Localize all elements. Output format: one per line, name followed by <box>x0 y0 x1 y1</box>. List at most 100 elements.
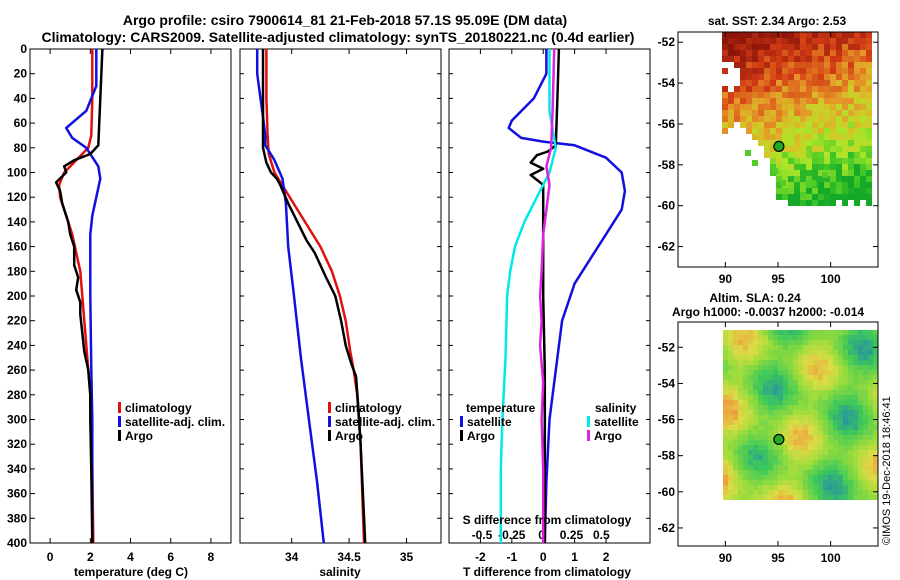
sst-cell <box>836 92 842 98</box>
sla-cell <box>783 355 788 360</box>
sla-cell <box>848 360 853 365</box>
sst-cell <box>830 134 836 140</box>
sla-cell <box>748 350 753 355</box>
sla-cell <box>778 340 783 345</box>
sst-cell <box>830 200 836 206</box>
sst-cell <box>806 152 812 158</box>
sst-cell <box>800 92 806 98</box>
sla-cell <box>723 400 728 405</box>
sla-cell <box>723 475 728 480</box>
sla-cell <box>768 445 773 450</box>
sst-cell <box>788 128 794 134</box>
sst-cell <box>824 188 830 194</box>
sla-cell <box>753 470 758 475</box>
sla-cell <box>783 455 788 460</box>
sla-cell <box>843 495 848 500</box>
sla-cell <box>723 345 728 350</box>
sla-cell <box>748 415 753 420</box>
sla-cell <box>823 375 828 380</box>
sst-cell <box>764 152 770 158</box>
sla-cell <box>828 385 833 390</box>
sst-cell <box>770 146 776 152</box>
sla-cell <box>778 480 783 485</box>
legend-marker-climatology <box>328 402 331 413</box>
sla-cell <box>743 440 748 445</box>
sla-cell <box>853 345 858 350</box>
sla-cell <box>743 460 748 465</box>
x-tick-label: 8 <box>208 550 215 564</box>
sst-cell <box>734 62 740 68</box>
sla-cell <box>723 355 728 360</box>
sst-map-panel: sat. SST: 2.34 Argo: 2.53 90 95 100-52-54-… <box>658 14 879 286</box>
sla-cell <box>758 360 763 365</box>
sla-cell <box>778 360 783 365</box>
sst-cell <box>806 38 812 44</box>
sla-cell <box>748 475 753 480</box>
sla-cell <box>738 495 743 500</box>
sla-cell <box>793 340 798 345</box>
sla-cell <box>758 490 763 495</box>
sla-cell <box>853 435 858 440</box>
sla-cell <box>838 405 843 410</box>
sst-cell <box>806 158 812 164</box>
sla-cell <box>848 380 853 385</box>
sla-cell <box>858 460 863 465</box>
sla-cell <box>733 490 738 495</box>
sla-cell <box>773 420 778 425</box>
sla-cell <box>808 470 813 475</box>
sla-cell <box>873 455 878 460</box>
sst-cell <box>842 128 848 134</box>
sla-cell <box>868 400 873 405</box>
sst-cell <box>728 110 734 116</box>
sla-cell <box>763 445 768 450</box>
sla-cell <box>728 420 733 425</box>
sst-cell <box>776 92 782 98</box>
sst-cell <box>806 56 812 62</box>
sst-cell <box>782 122 788 128</box>
sla-cell <box>823 440 828 445</box>
sla-cell <box>838 490 843 495</box>
sst-cell <box>830 152 836 158</box>
sla-cell <box>868 450 873 455</box>
sst-cell <box>830 182 836 188</box>
map-lat-tick-label: -54 <box>658 376 676 390</box>
sst-cell <box>734 44 740 50</box>
sst-cell <box>836 176 842 182</box>
sst-cell <box>842 44 848 50</box>
sla-cell <box>818 465 823 470</box>
sst-cell <box>800 86 806 92</box>
sst-cell <box>752 116 758 122</box>
sst-cell <box>866 158 872 164</box>
sla-cell <box>773 345 778 350</box>
sla-cell <box>773 415 778 420</box>
sla-cell <box>763 475 768 480</box>
sla-cell <box>818 335 823 340</box>
sla-cell <box>758 495 763 500</box>
salinity-x-axis: 34 34.5 35 <box>240 48 441 564</box>
sst-cell <box>818 110 824 116</box>
sst-cell <box>800 110 806 116</box>
sla-cell <box>828 475 833 480</box>
sst-cell <box>860 134 866 140</box>
sst-cell <box>800 44 806 50</box>
sst-cell <box>860 164 866 170</box>
sst-cell <box>776 194 782 200</box>
sla-cell <box>858 335 863 340</box>
sla-cell <box>753 375 758 380</box>
sla-cell <box>793 415 798 420</box>
sla-cell <box>858 405 863 410</box>
sst-cell <box>842 146 848 152</box>
sla-cell <box>753 435 758 440</box>
sst-cell <box>722 104 728 110</box>
sla-cell <box>843 440 848 445</box>
sst-cell <box>860 80 866 86</box>
sla-cell <box>823 390 828 395</box>
sla-cell <box>743 370 748 375</box>
sst-cell <box>830 116 836 122</box>
sla-cell <box>748 395 753 400</box>
sst-cell <box>806 188 812 194</box>
sst-cell <box>824 38 830 44</box>
sst-cell <box>788 146 794 152</box>
sla-cell <box>863 380 868 385</box>
sst-cell <box>776 56 782 62</box>
